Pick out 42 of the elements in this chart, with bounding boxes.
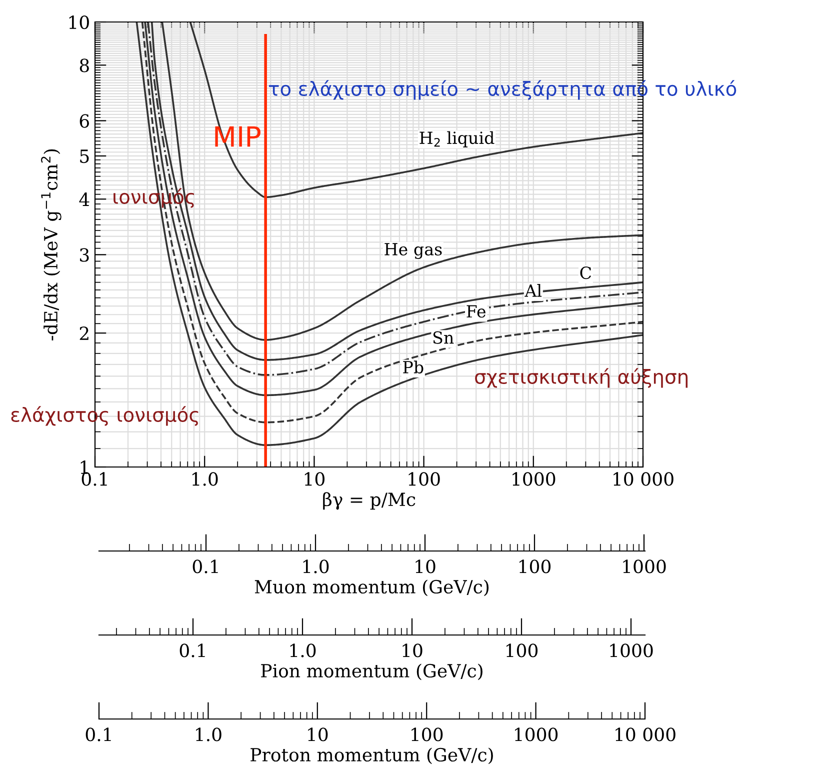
- x-tick-label: 100: [408, 472, 440, 486]
- y-tick-label: 6: [80, 114, 89, 128]
- series-label: He gas: [384, 243, 442, 259]
- series-label: Sn: [433, 331, 454, 344]
- text: 0.1: [192, 560, 218, 574]
- text: 1000: [623, 560, 666, 574]
- series-label: H$_{2}$ liquid: [420, 131, 494, 148]
- text: 100: [412, 728, 443, 742]
- y-tick-label: 8: [80, 58, 89, 72]
- series-label: Al: [524, 284, 542, 297]
- text: 100: [506, 644, 538, 658]
- text: 10: [402, 644, 422, 658]
- x-tick-label: 0.1: [82, 472, 107, 486]
- text: 1.0: [303, 560, 329, 574]
- y-tick-label: 4: [79, 192, 90, 206]
- x-tick-label: 1.0: [192, 472, 218, 486]
- x-tick-label: 10 000: [614, 472, 674, 486]
- text: 1.0: [290, 644, 316, 658]
- x-tick-label: 10: [304, 472, 324, 486]
- text: 100: [519, 560, 551, 574]
- x-tick-label: 1000: [512, 472, 556, 486]
- text: Proton momentum (GeV/c): [250, 748, 493, 764]
- y-tick-label: 5: [80, 150, 89, 164]
- text: 10: [308, 728, 328, 742]
- series-label: C: [580, 266, 592, 280]
- y-tick-label: 10: [69, 15, 89, 30]
- text: Pion momentum (GeV/c): [261, 664, 482, 680]
- text: Muon momentum (GeV/c): [254, 580, 489, 596]
- y-tick-label: 1: [80, 460, 88, 474]
- series-label: Fe: [466, 305, 486, 318]
- y-axis-title: -dE/dx (MeV g$^{−1}$cm$^{2}$): [41, 149, 62, 340]
- text: 10: [416, 560, 436, 574]
- text: 0.1: [86, 728, 111, 742]
- y-tick-label: 3: [80, 248, 89, 262]
- text: 1000: [610, 644, 653, 658]
- text: 1.0: [196, 728, 222, 742]
- text: 1000: [515, 728, 558, 742]
- text: 0.1: [180, 644, 205, 658]
- text: 10 000: [616, 728, 676, 742]
- series-label: Pb: [403, 360, 424, 374]
- y-tick-label: 2: [80, 326, 88, 340]
- x-axis-title: βγ = p/Mc: [323, 492, 416, 510]
